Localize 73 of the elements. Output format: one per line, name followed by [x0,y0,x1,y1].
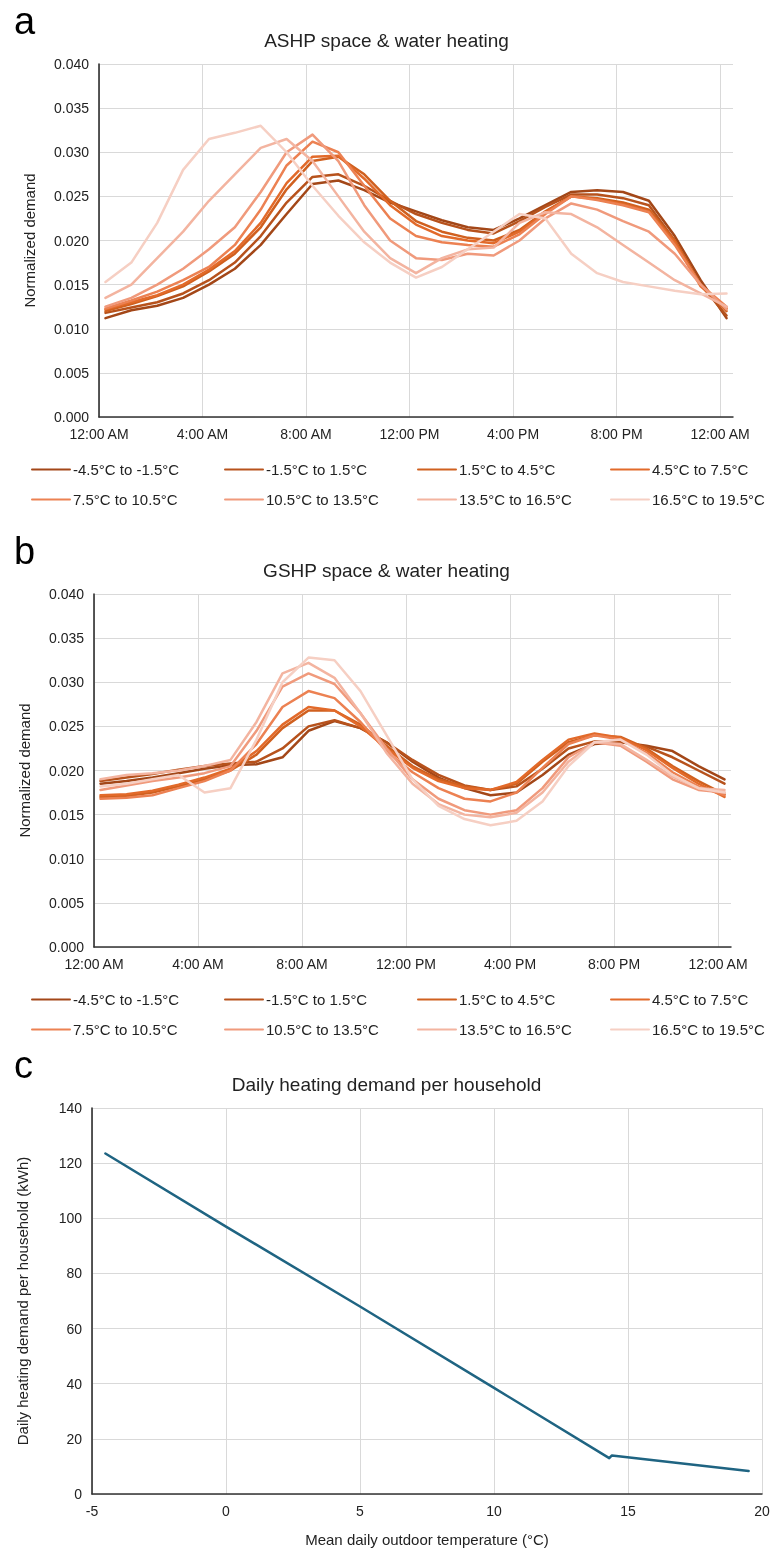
legend-label: -4.5°C to -1.5°C [73,991,180,1008]
chart-title: Daily heating demand per household [231,1074,542,1095]
legend-label: -4.5°C to -1.5°C [73,461,180,478]
x-tick-label: 12:00 PM [376,956,436,972]
x-tick-label: 0 [222,1503,231,1519]
x-tick-label: 12:00 AM [690,426,750,442]
y-tick-label: 0.010 [53,320,90,337]
x-tick-label: 12:00 AM [688,956,748,972]
x-tick-label: 5 [356,1503,365,1519]
y-tick-label: 60 [66,1320,83,1337]
x-tick-label: 12:00 AM [69,426,129,442]
x-tick-label: 4:00 PM [483,956,537,972]
text: c [14,1044,33,1086]
y-tick-label: 20 [66,1430,83,1447]
y-axis-title: Normalized demand [16,703,33,838]
x-tick-label: -5 [85,1503,99,1519]
y-tick-label: 0.015 [53,276,90,293]
x-tick-label: 15 [620,1503,636,1519]
x-tick-label: 4:00 AM [172,956,224,972]
y-tick-label: 0.025 [53,188,90,205]
y-tick-label: 0.025 [48,718,85,735]
y-axis-title: Normalized demand [21,173,38,308]
legend-label: 16.5°C to 19.5°C [652,1021,766,1038]
legend-label: 13.5°C to 16.5°C [459,1021,573,1038]
legend-label: 4.5°C to 7.5°C [652,991,749,1008]
y-tick-label: 0.010 [48,850,85,867]
legend-label: 7.5°C to 10.5°C [73,491,178,508]
x-tick-label: 20 [754,1503,770,1519]
y-tick-label: 40 [66,1375,83,1392]
text: a [14,0,36,42]
legend-label: 1.5°C to 4.5°C [459,461,556,478]
chart-title: ASHP space & water heating [264,30,509,51]
legend-label: -1.5°C to 1.5°C [266,461,368,478]
y-tick-label: 0 [74,1486,83,1502]
text: b [14,530,36,572]
y-tick-label: 0.000 [53,409,90,425]
y-tick-label: 0.040 [48,586,85,602]
y-tick-label: 100 [58,1210,83,1227]
legend-label: 10.5°C to 13.5°C [266,491,380,508]
x-tick-label: 4:00 AM [176,426,229,442]
y-tick-label: 0.035 [53,100,90,117]
y-tick-label: 80 [66,1265,83,1282]
y-tick-label: 0.030 [48,674,85,691]
legend-label: 10.5°C to 13.5°C [266,1021,380,1038]
y-tick-label: 0.005 [48,894,85,911]
x-tick-label: 10 [486,1503,502,1519]
legend-label: -1.5°C to 1.5°C [266,991,368,1008]
x-tick-label: 8:00 PM [587,956,641,972]
legend-label: 13.5°C to 16.5°C [459,491,573,508]
y-tick-label: 120 [58,1155,83,1172]
legend-label: 7.5°C to 10.5°C [73,1021,178,1038]
legend-label: 1.5°C to 4.5°C [459,991,556,1008]
x-tick-label: 12:00 AM [64,956,124,972]
y-tick-label: 0.020 [53,232,90,249]
y-tick-label: 0.030 [53,144,90,161]
x-axis-title: Mean daily outdoor temperature (°C) [305,1531,549,1548]
line-series [104,1152,750,1473]
y-tick-label: 0.015 [48,806,85,823]
y-tick-label: 140 [58,1100,83,1116]
x-tick-label: 4:00 PM [486,426,540,442]
y-tick-label: 0.020 [48,762,85,779]
x-tick-label: 12:00 PM [379,426,440,442]
x-tick-label: 8:00 AM [280,426,332,442]
y-tick-label: 0.035 [48,630,85,647]
y-tick-label: 0.000 [48,939,85,955]
x-tick-label: 8:00 AM [276,956,328,972]
legend-label: 16.5°C to 19.5°C [652,491,766,508]
y-tick-label: 0.040 [53,56,90,72]
y-tick-label: 0.005 [53,364,90,381]
legend-label: 4.5°C to 7.5°C [652,461,749,478]
y-axis-title: Daily heating demand per household (kWh) [14,1156,31,1446]
chart-title: GSHP space & water heating [263,560,510,581]
x-tick-label: 8:00 PM [590,426,643,442]
